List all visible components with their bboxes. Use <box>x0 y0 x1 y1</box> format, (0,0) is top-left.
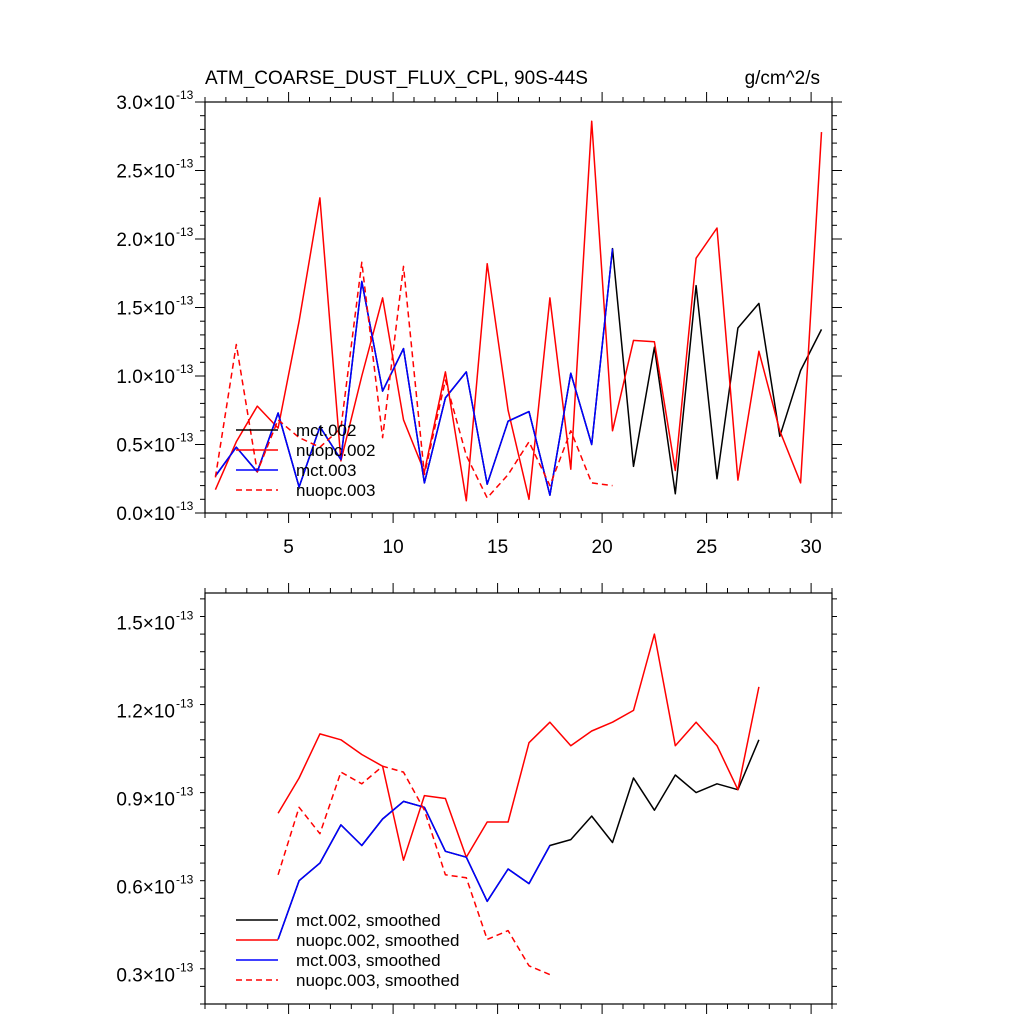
y-tick-label: 2.0×10 <box>116 230 175 251</box>
chart-title: ATM_COARSE_DUST_FLUX_CPL, 90S-44S <box>205 68 588 89</box>
x-tick-label: 25 <box>696 537 717 558</box>
series-line-mct-003 <box>214 248 614 496</box>
legend-label: nuopc.003 <box>296 481 375 500</box>
x-tick-label: 20 <box>592 537 613 558</box>
y-tick-exponent: -13 <box>176 499 194 513</box>
series-line-mct-002-smoothed <box>277 739 760 940</box>
x-tick-label: 10 <box>383 537 404 558</box>
y-tick-exponent: -13 <box>176 873 194 887</box>
y-tick-label: 0.3×10 <box>116 966 175 987</box>
y-tick-exponent: -13 <box>176 608 194 622</box>
y-tick-label: 0.0×10 <box>116 504 175 525</box>
legend-label: mct.003, smoothed <box>296 951 441 970</box>
y-tick-exponent: -13 <box>176 696 194 710</box>
y-tick-label: 1.5×10 <box>116 299 175 320</box>
series-line-nuopc-003-smoothed <box>277 765 551 976</box>
chart-panel-1: 5 10 15 20 25 300.0×10 -130.5×10 -131.0×10 -131.… <box>116 68 842 558</box>
y-tick-label: 0.5×10 <box>116 436 175 457</box>
y-tick-label: 2.5×10 <box>116 162 175 183</box>
series-line-mct-003-smoothed <box>277 800 551 940</box>
y-tick-exponent: -13 <box>176 961 194 975</box>
y-tick-label: 3.0×10 <box>116 93 175 114</box>
legend-label: nuopc.002 <box>296 441 375 460</box>
chart-units: g/cm^2/s <box>745 68 820 89</box>
y-tick-exponent: -13 <box>176 362 194 376</box>
y-tick-label: 1.5×10 <box>116 613 175 634</box>
y-tick-exponent: -13 <box>176 88 194 102</box>
y-tick-label: 0.9×10 <box>116 790 175 811</box>
y-tick-exponent: -13 <box>176 157 194 171</box>
y-tick-exponent: -13 <box>176 294 194 308</box>
x-tick-label: 30 <box>801 537 822 558</box>
y-tick-exponent: -13 <box>176 225 194 239</box>
chart-panel-2: 0.3×10 -130.6×10 -130.9×10 -131.2×10 -131.5×… <box>116 583 837 1014</box>
y-tick-exponent: -13 <box>176 431 194 445</box>
y-tick-label: 1.0×10 <box>116 367 175 388</box>
series-line-nuopc-002-smoothed <box>277 633 760 861</box>
series-line-nuopc-003 <box>214 261 613 499</box>
y-tick-label: 1.2×10 <box>116 701 175 722</box>
y-tick-label: 0.6×10 <box>116 878 175 899</box>
legend-label: mct.003 <box>296 461 356 480</box>
legend-label: nuopc.003, smoothed <box>296 971 460 990</box>
y-tick-exponent: -13 <box>176 785 194 799</box>
legend-label: mct.002, smoothed <box>296 911 441 930</box>
legend-label: mct.002 <box>296 421 356 440</box>
x-tick-label: 15 <box>487 537 508 558</box>
x-tick-label: 5 <box>283 537 294 558</box>
series-line-nuopc-002 <box>214 120 823 502</box>
legend-label: nuopc.002, smoothed <box>296 931 460 950</box>
